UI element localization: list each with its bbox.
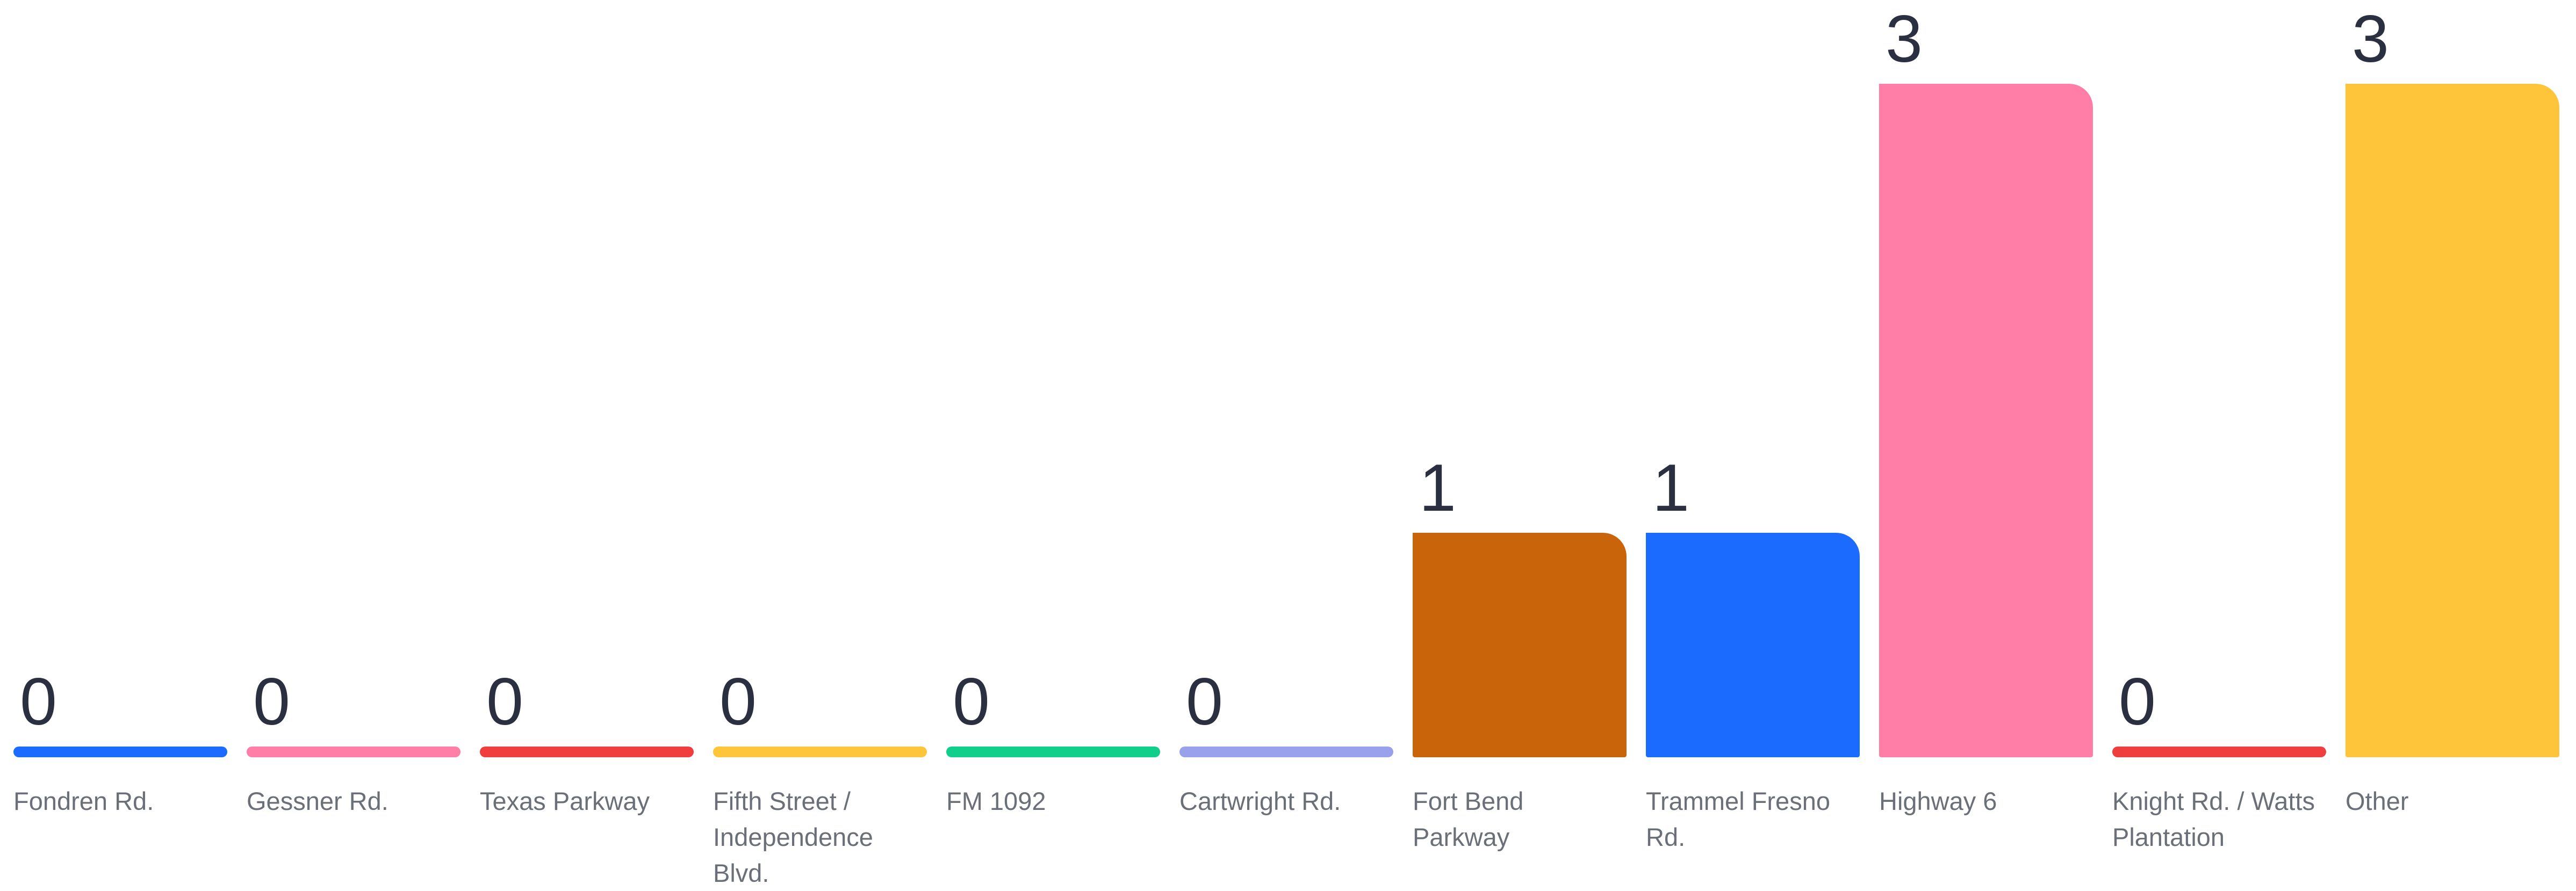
data-label: 0 [253, 665, 290, 739]
category-label: Knight Rd. / Watts Plantation [2112, 787, 2315, 851]
bar [946, 747, 1160, 757]
data-label: 3 [2352, 2, 2389, 76]
category-label: Trammel Fresno Rd. [1646, 787, 1830, 851]
bar [1413, 533, 1627, 757]
bar [1879, 84, 2093, 757]
data-label: 0 [2119, 665, 2156, 739]
data-label: 0 [953, 665, 990, 739]
data-label: 1 [1652, 451, 1689, 525]
category-label: Fifth Street / Independence Blvd. [713, 787, 873, 887]
category-label: Other [2345, 787, 2409, 815]
category-label: Fort Bend Parkway [1413, 787, 1524, 851]
data-label: 3 [1886, 2, 1923, 76]
category-label: Cartwright Rd. [1179, 787, 1341, 815]
bar [2345, 84, 2559, 757]
category-label: Texas Parkway [480, 787, 650, 815]
data-label: 0 [20, 665, 57, 739]
data-label: 0 [1186, 665, 1223, 739]
bar [713, 747, 927, 757]
category-label: Gessner Rd. [247, 787, 388, 815]
bar [13, 747, 227, 757]
category-label: Fondren Rd. [13, 787, 154, 815]
data-label: 0 [486, 665, 523, 739]
category-label: Highway 6 [1879, 787, 1997, 815]
bar [1179, 747, 1393, 757]
bar [247, 747, 460, 757]
bar [2112, 747, 2326, 757]
data-label: 1 [1419, 451, 1456, 525]
bar [480, 747, 694, 757]
category-label: FM 1092 [946, 787, 1046, 815]
data-label: 0 [719, 665, 757, 739]
bar [1646, 533, 1860, 757]
